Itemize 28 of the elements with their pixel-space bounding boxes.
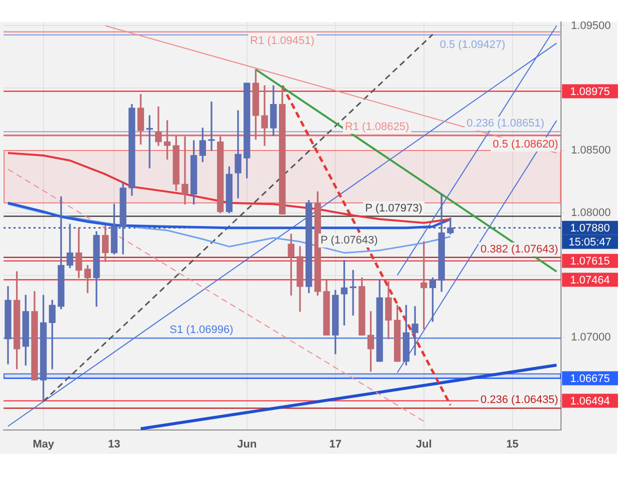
ref-line-label: P (1.07973)	[365, 202, 422, 214]
ref-line-label: S1 (1.06996)	[170, 324, 234, 336]
ref-line-label: 1.07880	[570, 222, 610, 234]
x-tick-label: May	[32, 438, 55, 451]
x-tick-label: 13	[108, 438, 120, 451]
x-tick-label: 17	[329, 438, 342, 451]
ref-line-label: 0.382 (1.07643)	[480, 243, 558, 256]
x-tick-label: 15	[506, 438, 518, 451]
x-tick-label: Jul	[416, 438, 432, 451]
text: 15:05:47	[568, 236, 612, 248]
ref-line-label: 0.5 (1.09427)	[440, 38, 506, 51]
candlestick	[208, 102, 215, 151]
y-tick-label: 1.09500	[571, 20, 611, 32]
ref-line-label: P (1.07643)	[320, 234, 378, 246]
ref-line-label: 1.06675	[570, 372, 610, 385]
ref-line-label: 0.236 (1.06435)	[480, 394, 558, 406]
x-tick-label: Jun	[237, 438, 257, 451]
ref-line-label: R1 (1.09451)	[250, 34, 314, 47]
ref-line-label: R1 (1.08625)	[344, 120, 410, 133]
ref-line-label: 0.5 (1.08620)	[492, 138, 558, 151]
y-tick-label: 1.07000	[571, 332, 611, 344]
y-tick-label: 1.08500	[571, 144, 611, 157]
y-tick-label: 1.08000	[571, 206, 611, 219]
ref-line-label: 1.07464	[570, 274, 610, 286]
ref-line-label: 0.236 (1.08651)	[466, 118, 544, 130]
ref-line-label: 1.07615	[570, 255, 610, 268]
ref-line-label: 1.06494	[570, 395, 610, 408]
ref-line-label: 1.08975	[570, 86, 610, 98]
